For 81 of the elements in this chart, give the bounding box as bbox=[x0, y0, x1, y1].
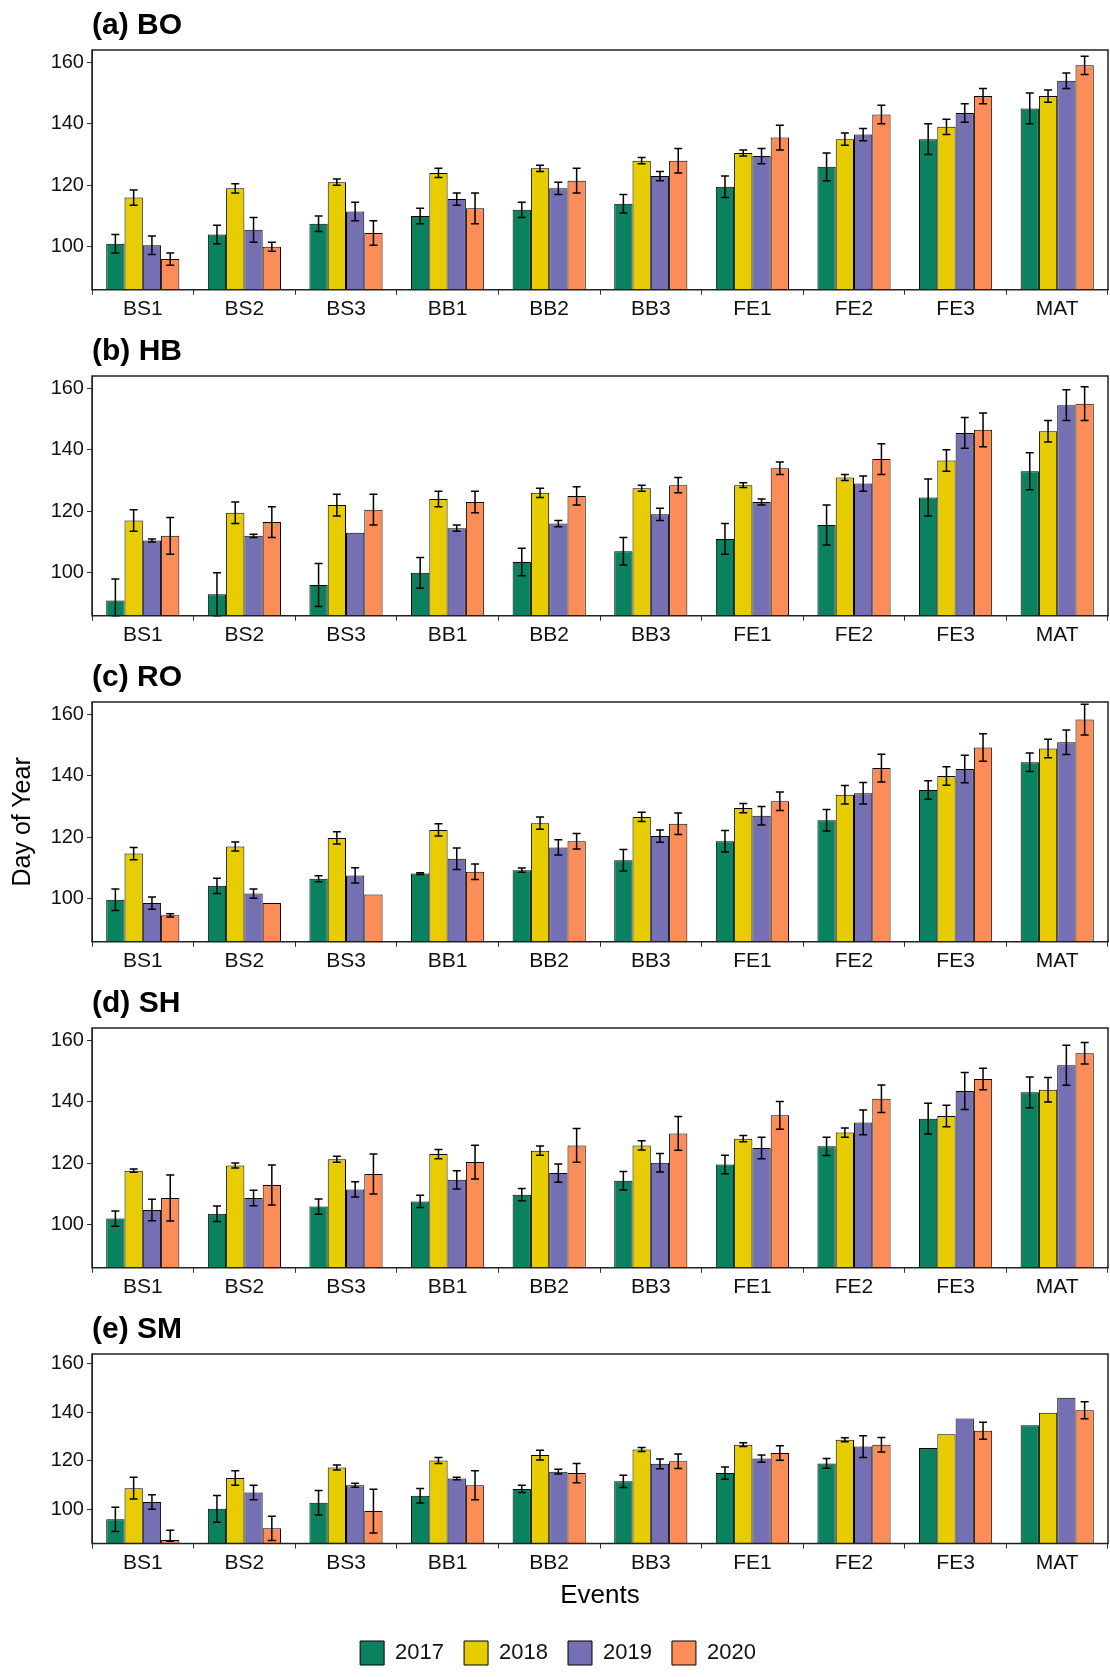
x-tick-label: BB3 bbox=[630, 296, 671, 320]
x-tick-label: BS1 bbox=[122, 622, 163, 646]
y-tick-label: 140 bbox=[50, 437, 84, 460]
y-tick-label: 100 bbox=[50, 560, 84, 583]
y-tick-label: 100 bbox=[50, 886, 84, 909]
x-tick-label: BS2 bbox=[224, 296, 265, 320]
x-tick-label: BS3 bbox=[326, 622, 366, 646]
x-tick-label: BS3 bbox=[326, 1274, 366, 1298]
x-tick-label: BS3 bbox=[326, 296, 366, 320]
y-tick-label: 120 bbox=[50, 1448, 84, 1471]
y-tick-label: 160 bbox=[50, 375, 84, 398]
legend-label: 2020 bbox=[706, 1639, 756, 1665]
x-tick-label: BS2 bbox=[224, 948, 265, 972]
x-tick-label: BS1 bbox=[122, 1550, 163, 1573]
x-tick-label: BB1 bbox=[427, 296, 468, 320]
legend-label: 2018 bbox=[499, 1639, 549, 1665]
x-tick-label: BB2 bbox=[529, 296, 570, 320]
y-tick-label: 140 bbox=[50, 1399, 84, 1422]
y-tick-label: 160 bbox=[50, 1027, 84, 1050]
x-tick-label: FE1 bbox=[733, 1274, 772, 1298]
x-tick-label: BB2 bbox=[529, 948, 570, 972]
x-tick-label: MAT bbox=[1035, 1274, 1079, 1298]
x-tick-label: BB2 bbox=[529, 1550, 570, 1573]
x-tick-label: BB2 bbox=[529, 1274, 570, 1298]
y-tick-label: 100 bbox=[50, 234, 84, 257]
x-tick-label: FE2 bbox=[834, 1550, 874, 1573]
x-tick-label: FE2 bbox=[834, 622, 874, 646]
x-tick-label: FE3 bbox=[936, 622, 975, 646]
x-tick-label: BS3 bbox=[326, 948, 366, 972]
x-tick-label: FE1 bbox=[733, 296, 772, 320]
x-tick-label: BS2 bbox=[224, 1550, 265, 1573]
x-tick-label: BS1 bbox=[122, 1274, 163, 1298]
x-tick-label: FE3 bbox=[936, 948, 975, 972]
x-tick-label: BB3 bbox=[630, 948, 671, 972]
x-tick-label: MAT bbox=[1035, 622, 1079, 646]
x-tick-label: FE2 bbox=[834, 1274, 874, 1298]
chart-title: (a) BO bbox=[92, 7, 182, 41]
x-tick-label: FE2 bbox=[834, 296, 874, 320]
legend-label: 2019 bbox=[603, 1639, 652, 1665]
x-tick-label: BB1 bbox=[427, 622, 468, 646]
legend-label: 2017 bbox=[395, 1639, 445, 1665]
x-tick-label: BS3 bbox=[326, 1550, 366, 1573]
y-axis-title: Day of Year bbox=[6, 757, 35, 887]
x-tick-label: BS2 bbox=[224, 622, 265, 646]
x-axis-title: Events bbox=[560, 1578, 640, 1609]
x-tick-label: FE1 bbox=[733, 948, 772, 972]
x-tick-label: FE1 bbox=[733, 1550, 772, 1573]
x-tick-label: BB1 bbox=[427, 1550, 468, 1573]
x-tick-label: FE2 bbox=[834, 948, 874, 972]
y-tick-label: 120 bbox=[50, 172, 84, 195]
chart-title: (e) SM bbox=[92, 1311, 182, 1345]
x-tick-label: MAT bbox=[1035, 296, 1079, 320]
chart-title: (b) HB bbox=[92, 333, 182, 367]
y-tick-label: 120 bbox=[50, 498, 84, 521]
x-tick-label: MAT bbox=[1035, 1550, 1079, 1573]
y-tick-label: 160 bbox=[50, 1351, 84, 1374]
x-tick-label: BB3 bbox=[630, 622, 671, 646]
x-tick-label: BB1 bbox=[427, 1274, 468, 1298]
y-tick-label: 120 bbox=[50, 1150, 84, 1173]
chart-title: (c) RO bbox=[92, 659, 182, 693]
y-tick-label: 160 bbox=[50, 49, 84, 72]
y-tick-label: 160 bbox=[50, 701, 84, 724]
x-tick-label: BS1 bbox=[122, 948, 163, 972]
y-tick-label: 140 bbox=[50, 1089, 84, 1112]
y-tick-label: 140 bbox=[50, 763, 84, 786]
y-tick-label: 100 bbox=[50, 1497, 84, 1520]
x-tick-label: BB2 bbox=[529, 622, 570, 646]
y-tick-label: 140 bbox=[50, 111, 84, 134]
x-tick-label: MAT bbox=[1035, 948, 1079, 972]
y-tick-label: 100 bbox=[50, 1212, 84, 1235]
x-tick-label: BS2 bbox=[224, 1274, 265, 1298]
x-tick-label: FE1 bbox=[733, 622, 772, 646]
x-tick-label: FE3 bbox=[936, 1550, 975, 1573]
chart-title: (d) SH bbox=[92, 985, 181, 1019]
x-tick-label: FE3 bbox=[936, 296, 975, 320]
x-tick-label: BB1 bbox=[427, 948, 468, 972]
x-tick-label: BB3 bbox=[630, 1550, 671, 1573]
x-tick-label: BB3 bbox=[630, 1274, 671, 1298]
x-tick-label: FE3 bbox=[936, 1274, 975, 1298]
x-tick-label: BS1 bbox=[122, 296, 163, 320]
y-tick-label: 120 bbox=[50, 824, 84, 847]
